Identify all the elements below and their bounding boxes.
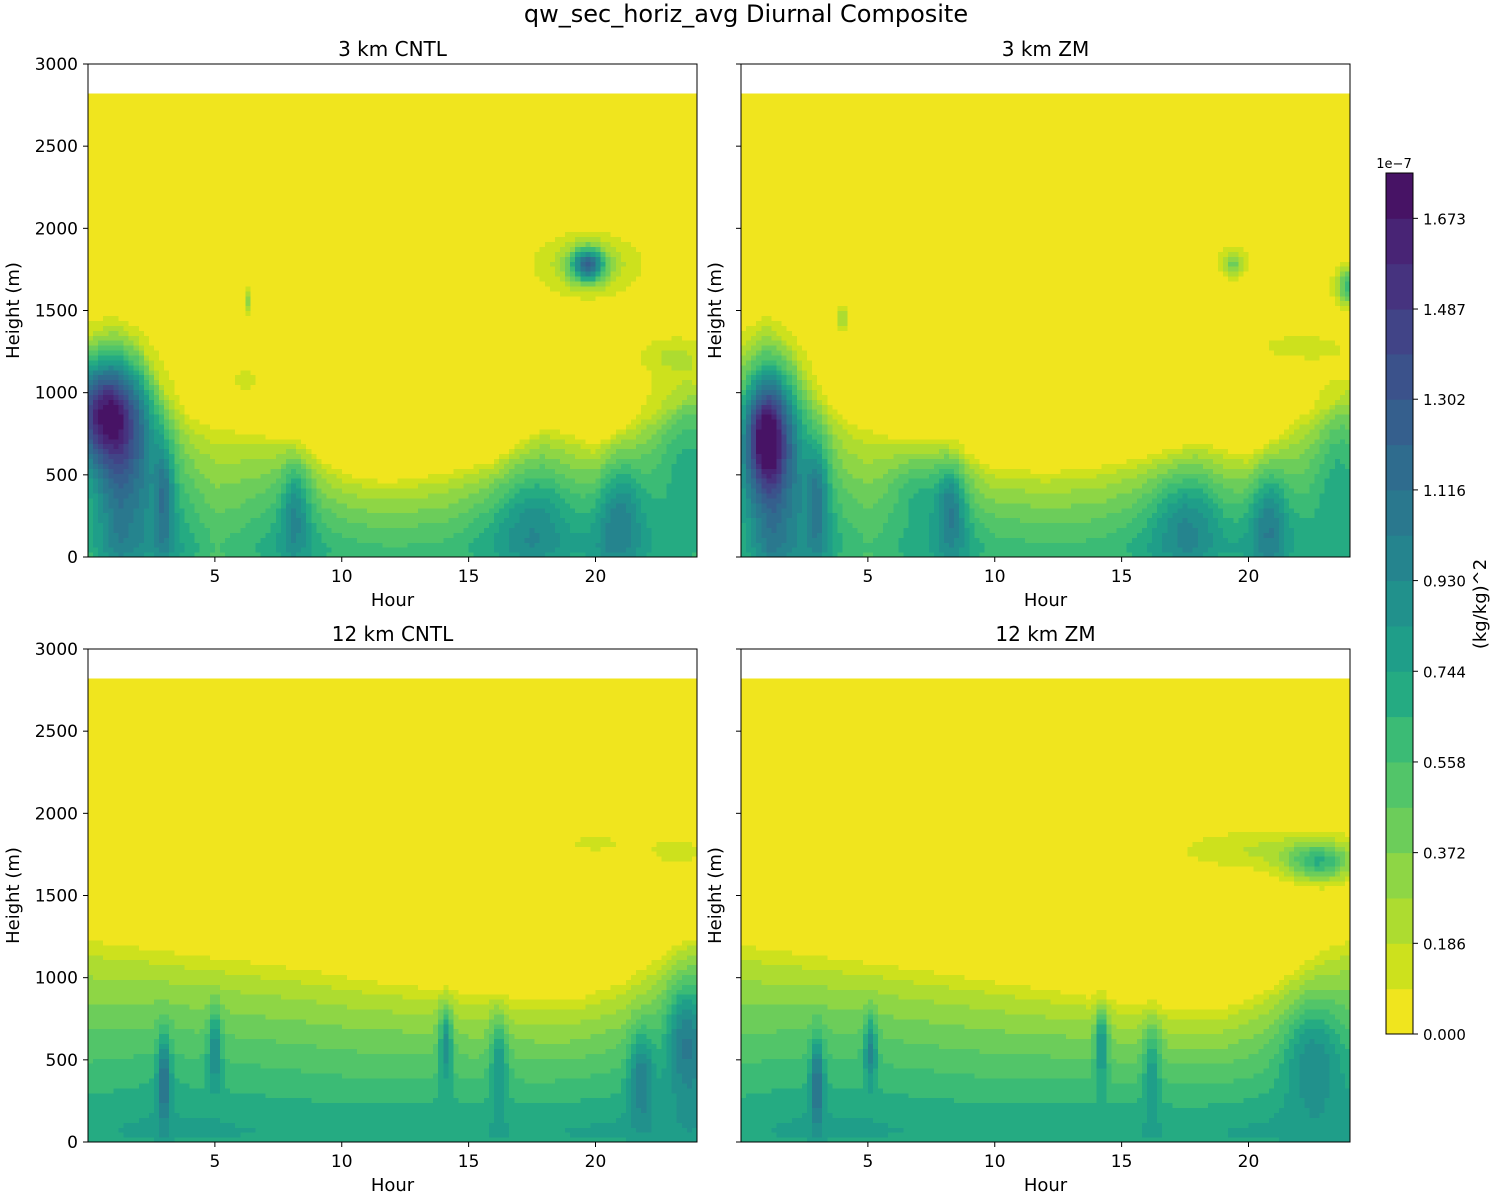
y-tick-label: 0 [67, 548, 78, 568]
y-tick-label: 2000 [35, 804, 78, 824]
colorbar-swatch [1386, 988, 1413, 1035]
x-tick-label: 10 [331, 1152, 353, 1172]
x-tick-label: 5 [862, 1152, 873, 1172]
x-tick-label: 15 [458, 1152, 480, 1172]
y-tick-label: 3000 [35, 55, 78, 75]
panel-title-12-km-zm: 12 km ZM [995, 622, 1095, 646]
y-tick-label: 1000 [35, 384, 78, 404]
colorbar-tick-label: 1.673 [1423, 210, 1466, 228]
y-tick-label: 1500 [35, 887, 78, 907]
panel-12km-cntl: 12 km CNTL 5 10 15 20 Hour 0 500 1000 1500 2000 250… [3, 622, 698, 1196]
colorbar: 1e−7 (kg/kg)^2 0.000 0.186 0.372 0.558 0.744… [1376, 157, 1491, 1044]
colorbar-swatch [1386, 897, 1413, 944]
colorbar-tick-label: 0.744 [1423, 663, 1466, 681]
x-tick-label: 5 [862, 567, 873, 587]
x-tick-label: 15 [1111, 567, 1133, 587]
y-axis-label: Height (m) [3, 262, 24, 359]
colorbar-swatch [1386, 218, 1413, 265]
x-tick-label: 20 [1238, 1152, 1260, 1172]
panel-title-3-km-zm: 3 km ZM [1002, 37, 1089, 61]
colorbar-tick-label: 1.116 [1423, 482, 1466, 500]
y-axis-label: Height (m) [3, 847, 24, 944]
colorbar-tick-label: 0.372 [1423, 845, 1466, 863]
colorbar-swatch [1386, 489, 1413, 536]
panel-title-12-km-cntl: 12 km CNTL [332, 622, 454, 646]
y-tick-label: 3000 [35, 640, 78, 660]
colorbar-swatch [1386, 716, 1413, 763]
colorbar-swatch [1386, 625, 1413, 672]
colorbar-swatch [1386, 399, 1413, 446]
colorbar-swatch [1386, 761, 1413, 808]
y-tick-label: 1000 [35, 969, 78, 989]
colorbar-swatch [1386, 535, 1413, 582]
panel-12km-zm: 12 km ZM 5 10 15 20 Hour Height (m) [705, 622, 1351, 1196]
x-tick-label: 15 [458, 567, 480, 587]
contour-fill [741, 93, 1351, 558]
x-tick-label: 20 [585, 567, 607, 587]
x-tick-label: 15 [1111, 1152, 1133, 1172]
colorbar-tick-label: 0.930 [1423, 573, 1466, 591]
y-tick-label: 0 [67, 1133, 78, 1153]
colorbar-swatch [1386, 671, 1413, 718]
x-tick-label: 5 [209, 1152, 220, 1172]
colorbar-tick-label: 0.558 [1423, 754, 1466, 772]
colorbar-swatch [1386, 444, 1413, 491]
colorbar-tick-label: 1.487 [1423, 301, 1466, 319]
x-tick-label: 10 [984, 567, 1006, 587]
x-tick-label: 5 [209, 567, 220, 587]
colorbar-swatch [1386, 807, 1413, 854]
x-axis-label: Hour [371, 1175, 415, 1196]
y-tick-label: 1500 [35, 302, 78, 322]
colorbar-swatch [1386, 173, 1413, 219]
x-axis-label: Hour [1024, 1175, 1068, 1196]
colorbar-swatch [1386, 263, 1413, 310]
colorbar-tick-label: 0.000 [1423, 1026, 1466, 1044]
x-tick-label: 10 [984, 1152, 1006, 1172]
colorbar-label: (kg/kg)^2 [1470, 559, 1491, 649]
colorbar-frame [1385, 172, 1414, 1035]
colorbar-tick-label: 0.186 [1423, 935, 1466, 953]
contour-fill [88, 93, 698, 558]
y-axis-label: Height (m) [705, 262, 726, 359]
panel-3km-zm: 3 km ZM 5 10 15 20 Hour Height (m) [705, 37, 1351, 611]
panel-3km-cntl: 3 km CNTL 5 10 15 20 Hour 0 500 1000 1500 2000 2500… [3, 37, 698, 611]
contour-fill [741, 678, 1351, 1143]
y-tick-label: 2000 [35, 219, 78, 239]
contour-fill [88, 678, 698, 1143]
x-axis-label: Hour [1024, 590, 1068, 611]
figure-title: qw_sec_horiz_avg Diurnal Composite [524, 0, 968, 28]
colorbar-swatch [1386, 852, 1413, 899]
colorbar-swatch [1386, 309, 1413, 355]
y-axis-label: Height (m) [705, 847, 726, 944]
x-tick-label: 20 [1238, 567, 1260, 587]
x-tick-label: 20 [585, 1152, 607, 1172]
colorbar-swatch [1386, 353, 1413, 400]
y-tick-label: 500 [46, 1051, 78, 1071]
colorbar-swatch [1386, 943, 1413, 990]
y-tick-label: 500 [46, 466, 78, 486]
colorbar-tick-label: 1.302 [1423, 391, 1466, 409]
colorbar-scale-label: 1e−7 [1376, 157, 1411, 172]
x-tick-label: 10 [331, 567, 353, 587]
x-axis-label: Hour [371, 590, 415, 611]
y-tick-label: 2500 [35, 137, 78, 157]
panel-title-3-km-cntl: 3 km CNTL [338, 37, 448, 61]
colorbar-swatch [1386, 580, 1413, 627]
y-tick-label: 2500 [35, 722, 78, 742]
